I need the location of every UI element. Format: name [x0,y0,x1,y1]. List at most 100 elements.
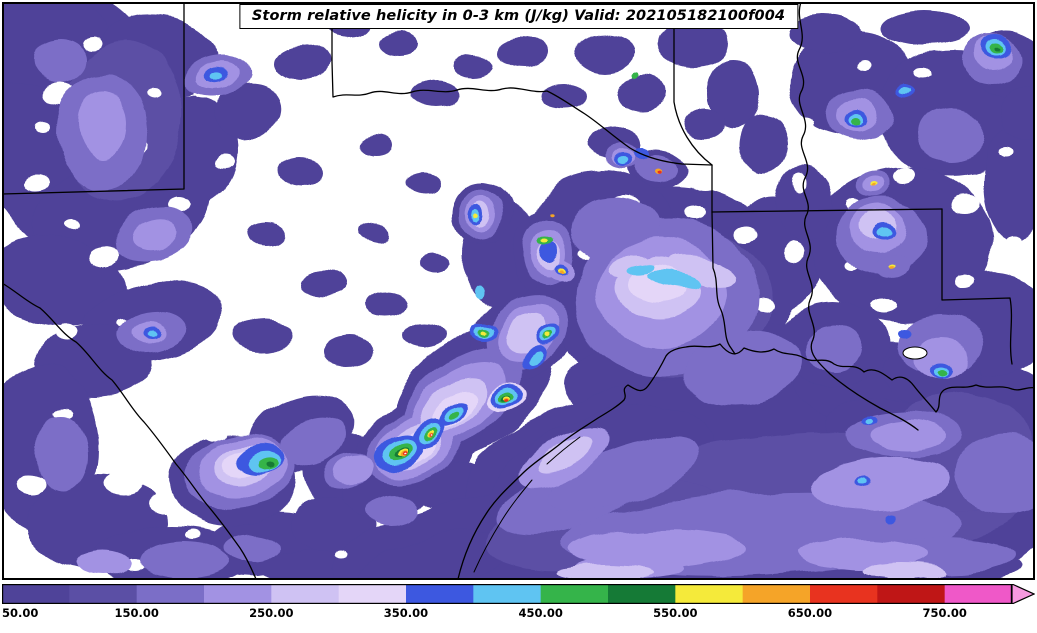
field-patch [887,513,897,521]
field-patch [548,436,700,512]
field-patch [891,264,895,268]
field-patch [707,60,761,128]
colorbar-tick-label: 250.00 [249,606,294,620]
field-patch [139,541,229,577]
field-patch [18,475,46,493]
colorbar-segment [2,584,70,604]
field-patch [830,135,858,153]
field-patch [982,126,1035,242]
colorbar-segment [136,584,205,604]
field-patch [146,89,162,99]
field-patch [402,321,446,347]
field-patch [556,565,652,580]
field-patch [684,207,704,221]
field-patch [618,159,630,167]
field-patch [274,44,330,80]
field-patch [149,332,159,338]
colorbar-tick-label: 650.00 [787,606,833,620]
field-patch [150,495,178,513]
field-patch [574,35,634,73]
field-patch [66,219,82,229]
field-patch [659,20,729,68]
field-patch [418,254,450,274]
field-patch [212,83,282,141]
field-patch [503,316,549,354]
colorbar-segment [877,584,946,604]
field-patch [358,134,390,154]
field-patch [336,457,374,485]
field-patch [896,327,910,337]
field-patch [37,119,51,129]
field-patch [690,175,718,193]
field-patch [406,173,442,195]
field-patch [938,368,948,376]
field-patch [402,452,404,454]
colorbar-segment [406,584,474,604]
field-patch [212,70,226,80]
field-patch [409,80,459,108]
colorbar-segment [69,584,138,604]
field-patch [996,48,1002,52]
field-patch [104,472,144,496]
field-patch [280,158,324,186]
field-patch [337,550,351,558]
field-patch [226,533,282,561]
field-patch [569,527,749,569]
field-patch [356,529,512,580]
border-la-ms [941,208,1013,365]
colorbar-tick-label: 550.00 [653,606,698,620]
field-patch [871,182,875,186]
field-patch [914,337,972,379]
colorbar-segment [204,584,272,604]
state-borders [2,2,1035,580]
border-tx-la-sabine [711,211,736,355]
colorbar-tick-label: 50.00 [2,606,39,620]
field-patch [360,225,388,243]
field-patch [997,149,1011,159]
field-patch [249,220,285,244]
colorbar-outline [2,584,1012,604]
field-patch [954,434,1035,514]
field-patch [25,176,49,192]
field-patch [547,334,553,338]
field-patch [813,457,949,511]
colorbar-segment [271,584,340,604]
map-title-box: Storm relative helicity in 0-3 km (J/kg)… [238,4,799,29]
field-patch [1000,86,1035,142]
field-patch [542,81,586,107]
field-patch [732,226,756,242]
gulf-coastline [457,343,1035,580]
field-patch [872,296,896,312]
field-patch [892,166,916,182]
border-nm-tx [2,2,185,195]
field-patch [300,270,348,298]
field-patch [475,283,485,297]
colorbar-tick-label: 150.00 [114,606,159,620]
field-patch [648,269,700,289]
field-patch [795,117,813,131]
field-patch [84,37,104,51]
field-patch [78,91,126,157]
field-patch [265,463,273,469]
field-patch [783,243,805,265]
field-patch [186,529,202,539]
field-patch [130,220,178,252]
field-patch [799,538,929,570]
field-patch [430,434,432,436]
field-patch [684,110,724,138]
field-patch [916,69,932,79]
field-patch [454,52,494,76]
field-patch [32,38,88,82]
field-patch [860,481,868,487]
colorbar-segment [675,584,744,604]
field-patch [364,292,404,316]
field-patch [876,228,890,238]
field-patch [88,244,120,264]
field-patch [630,262,656,274]
barrier-islands-central [546,436,581,465]
field-patch [950,194,978,214]
field-patch [536,436,592,474]
field-patch [75,550,131,576]
mississippi-river [796,2,919,431]
